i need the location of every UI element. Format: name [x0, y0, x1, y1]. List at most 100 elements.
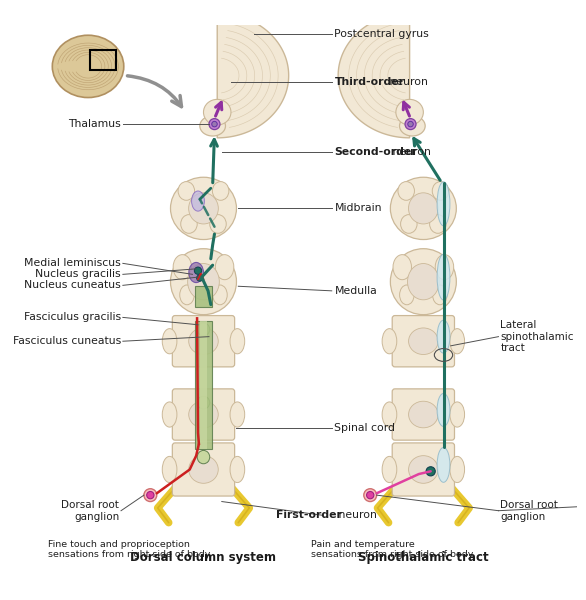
Ellipse shape [189, 193, 219, 224]
FancyBboxPatch shape [172, 443, 234, 496]
Ellipse shape [437, 182, 450, 226]
Ellipse shape [400, 116, 425, 136]
Ellipse shape [382, 457, 397, 482]
Circle shape [146, 491, 154, 499]
Polygon shape [195, 286, 212, 307]
Text: First-order: First-order [276, 510, 342, 520]
Text: Lateral
spinothalamic
tract: Lateral spinothalamic tract [500, 320, 574, 353]
Ellipse shape [407, 263, 439, 300]
Ellipse shape [171, 248, 237, 314]
Ellipse shape [435, 254, 454, 280]
Ellipse shape [437, 394, 450, 427]
Text: neuron: neuron [390, 146, 431, 157]
Ellipse shape [230, 329, 245, 354]
Ellipse shape [188, 263, 219, 300]
Text: Thalamus: Thalamus [69, 119, 121, 129]
Ellipse shape [408, 193, 438, 224]
Text: Nucleus gracilis: Nucleus gracilis [35, 269, 121, 280]
Text: Fine touch and proprioception
sensations from right side of body: Fine touch and proprioception sensations… [47, 540, 210, 559]
Circle shape [405, 119, 416, 130]
Circle shape [195, 267, 202, 274]
Ellipse shape [162, 329, 177, 354]
Ellipse shape [230, 402, 245, 427]
Text: Spinal cord: Spinal cord [335, 423, 396, 433]
Ellipse shape [450, 329, 465, 354]
Ellipse shape [437, 320, 450, 353]
Ellipse shape [197, 451, 210, 464]
Ellipse shape [430, 215, 446, 233]
Ellipse shape [393, 254, 411, 280]
FancyBboxPatch shape [392, 443, 455, 496]
Ellipse shape [437, 254, 450, 300]
Polygon shape [338, 13, 410, 138]
Polygon shape [195, 321, 212, 449]
Text: Nucleus cuneatus: Nucleus cuneatus [24, 280, 121, 290]
Ellipse shape [162, 457, 177, 482]
Circle shape [364, 489, 377, 502]
Ellipse shape [437, 448, 450, 482]
Ellipse shape [180, 215, 197, 233]
Ellipse shape [200, 116, 226, 136]
Polygon shape [200, 321, 207, 449]
Circle shape [367, 491, 374, 499]
Text: Third-order: Third-order [335, 77, 404, 87]
Ellipse shape [203, 100, 231, 125]
Ellipse shape [432, 182, 449, 200]
Ellipse shape [52, 35, 124, 98]
Ellipse shape [215, 254, 234, 280]
Ellipse shape [398, 182, 414, 200]
Circle shape [144, 489, 157, 502]
Ellipse shape [382, 402, 397, 427]
Ellipse shape [400, 285, 414, 305]
Ellipse shape [189, 401, 218, 428]
Ellipse shape [162, 402, 177, 427]
Ellipse shape [401, 215, 417, 233]
Text: Postcentral gyrus: Postcentral gyrus [335, 29, 429, 40]
Text: Dorsal root
ganglion: Dorsal root ganglion [500, 500, 558, 521]
Ellipse shape [192, 191, 205, 211]
Ellipse shape [390, 248, 456, 314]
Circle shape [197, 275, 203, 281]
Ellipse shape [189, 262, 203, 283]
Text: Spinothalamic tract: Spinothalamic tract [358, 551, 489, 564]
Ellipse shape [382, 329, 397, 354]
Ellipse shape [180, 285, 194, 305]
Circle shape [426, 467, 435, 476]
Ellipse shape [189, 455, 218, 483]
Ellipse shape [396, 100, 423, 125]
FancyBboxPatch shape [172, 389, 234, 440]
Text: Second-order: Second-order [335, 146, 417, 157]
Ellipse shape [197, 396, 210, 409]
Ellipse shape [171, 177, 237, 239]
Text: neuron: neuron [386, 77, 428, 87]
Text: Medial leminiscus: Medial leminiscus [24, 259, 121, 268]
Text: neuron: neuron [335, 510, 376, 520]
Circle shape [212, 121, 217, 127]
Ellipse shape [450, 402, 465, 427]
Ellipse shape [213, 285, 227, 305]
Circle shape [209, 119, 220, 130]
Ellipse shape [408, 455, 438, 483]
Ellipse shape [189, 328, 218, 355]
Ellipse shape [230, 457, 245, 482]
Text: Dorsal root
ganglion: Dorsal root ganglion [62, 500, 119, 521]
Text: Midbrain: Midbrain [335, 203, 382, 214]
FancyBboxPatch shape [172, 316, 234, 367]
Ellipse shape [197, 323, 210, 336]
Text: Fasciculus cuneatus: Fasciculus cuneatus [13, 336, 121, 346]
Ellipse shape [173, 254, 192, 280]
Ellipse shape [432, 285, 447, 305]
Circle shape [408, 121, 413, 127]
Ellipse shape [178, 182, 195, 200]
Ellipse shape [210, 215, 226, 233]
FancyBboxPatch shape [392, 389, 455, 440]
Ellipse shape [408, 401, 438, 428]
FancyBboxPatch shape [392, 316, 455, 367]
Ellipse shape [450, 457, 465, 482]
Text: Dorsal column system: Dorsal column system [131, 551, 277, 564]
Ellipse shape [212, 182, 229, 200]
Ellipse shape [390, 177, 456, 239]
Text: Medulla: Medulla [335, 286, 377, 296]
Text: Pain and temperature
sensations from right side of body: Pain and temperature sensations from rig… [311, 540, 473, 559]
Ellipse shape [408, 328, 438, 355]
